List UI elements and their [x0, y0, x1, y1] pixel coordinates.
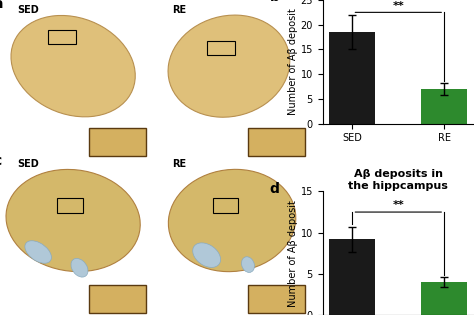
Ellipse shape	[168, 169, 296, 272]
Text: a: a	[0, 0, 3, 11]
Bar	[248, 128, 305, 156]
Bar	[89, 285, 146, 313]
Ellipse shape	[11, 15, 135, 117]
Bar	[89, 128, 146, 156]
Bar	[329, 239, 375, 315]
Bar	[57, 198, 82, 213]
Bar	[207, 41, 235, 55]
Ellipse shape	[71, 258, 88, 277]
Bar	[421, 89, 467, 123]
Ellipse shape	[193, 243, 220, 267]
Y-axis label: Number of Aβ deposit: Number of Aβ deposit	[288, 8, 298, 115]
Text: **: **	[392, 1, 404, 11]
Bar	[48, 30, 76, 44]
Ellipse shape	[241, 257, 255, 272]
Ellipse shape	[25, 241, 51, 263]
Bar	[213, 198, 238, 213]
Text: RE: RE	[172, 159, 186, 169]
Text: SED: SED	[18, 5, 39, 14]
Text: RE: RE	[172, 5, 186, 14]
Title: Aβ deposits in
the hippcampus: Aβ deposits in the hippcampus	[348, 169, 448, 191]
Bar	[248, 285, 305, 313]
Text: c: c	[0, 154, 2, 168]
Y-axis label: Number of Aβ deposit: Number of Aβ deposit	[288, 200, 298, 307]
Ellipse shape	[168, 15, 290, 117]
Text: SED: SED	[18, 159, 39, 169]
Text: d: d	[270, 181, 280, 196]
Text: b: b	[270, 0, 280, 4]
Text: **: **	[392, 200, 404, 210]
Bar	[421, 282, 467, 315]
Bar	[329, 32, 375, 123]
Ellipse shape	[6, 169, 140, 272]
